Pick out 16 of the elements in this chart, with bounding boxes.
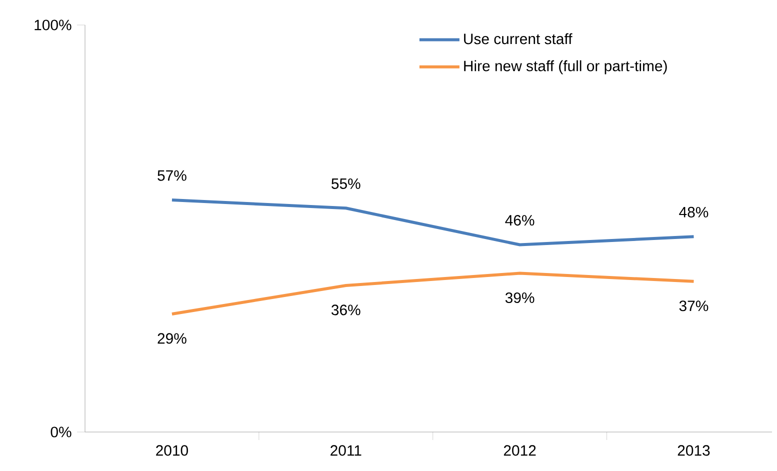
data-label: 36%: [331, 304, 360, 316]
data-label: 46%: [505, 215, 534, 226]
data-label: 55%: [332, 178, 360, 189]
data-label: 37%: [679, 300, 708, 312]
x-tick-label: 2013: [678, 445, 710, 456]
legend-label: Use current staff: [464, 33, 572, 44]
data-label: 57%: [158, 170, 186, 181]
data-label: 29%: [158, 333, 186, 344]
y-tick-label: 0%: [50, 426, 72, 438]
x-tick-label: 2012: [504, 445, 536, 456]
data-label: 39%: [505, 292, 534, 304]
x-tick-label: 2011: [330, 445, 362, 456]
legend-label: Hire new staff (full or part-time): [464, 60, 667, 74]
data-label: 48%: [679, 206, 708, 218]
y-tick-label: 100%: [34, 20, 72, 30]
x-tick-label: 2010: [156, 445, 188, 456]
